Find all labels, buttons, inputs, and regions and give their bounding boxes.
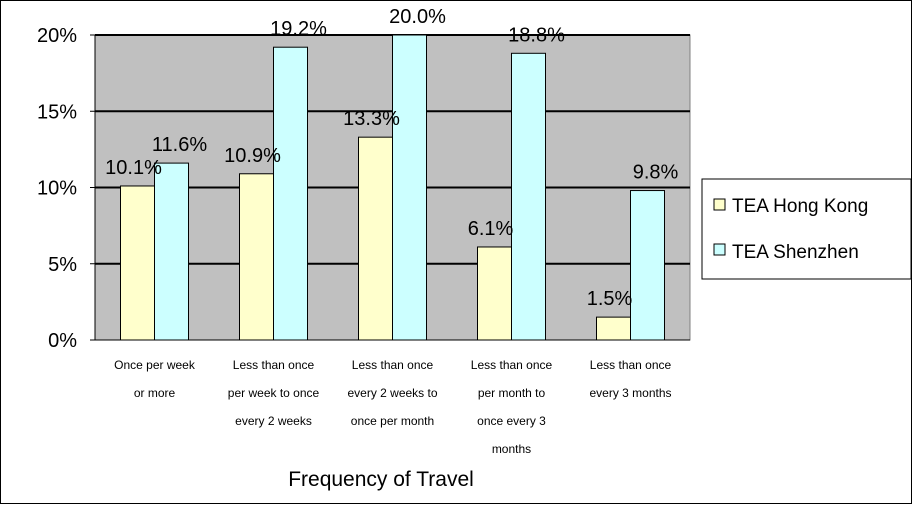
bar-shenzhen: [392, 34, 427, 341]
data-label-shenzhen: 20.0%: [389, 6, 446, 28]
x-category-label-line: once per month: [351, 414, 434, 428]
x-category-label-line: Less than once: [471, 358, 553, 372]
x-category-label: Less than once every 2 weeks to once per m…: [347, 358, 437, 428]
bar-hong-kong: [358, 136, 393, 341]
bar-hong-kong: [120, 185, 155, 341]
bars: [120, 34, 665, 341]
data-label-hong-kong: 6.1%: [468, 218, 514, 240]
x-category-label-line: every 3 months: [589, 386, 671, 400]
data-label-shenzhen: 18.8%: [508, 24, 565, 46]
data-label-shenzhen: 11.6%: [152, 134, 207, 156]
x-axis-categories: Once per week or more Less than once per we…: [114, 358, 671, 456]
bar-hong-kong: [596, 316, 631, 341]
y-tick-label: 10%: [37, 178, 77, 200]
data-labels: 10.1%11.6% 10.9% 19.2% 13.3% 20.0% 6.1% 18.8% 1…: [105, 6, 678, 310]
x-category-label-line: Less than once: [590, 358, 672, 372]
data-label-hong-kong: 10.9%: [224, 145, 281, 167]
bar-shenzhen: [630, 190, 665, 341]
x-category-label-line: Less than once: [233, 358, 315, 372]
x-category-label: Less than once per week to once every 2 we…: [228, 358, 320, 428]
x-category-label: Once per week or more: [114, 358, 196, 400]
x-category-label-line: Less than once: [352, 358, 434, 372]
x-category-label-line: per month to: [478, 386, 546, 400]
bar-shenzhen: [511, 52, 546, 341]
bar-shenzhen: [154, 162, 189, 341]
legend-label-hong-kong: TEA Hong Kong: [732, 196, 868, 217]
data-label-shenzhen: 19.2%: [270, 18, 327, 40]
legend-label-shenzhen: TEA Shenzhen: [732, 242, 859, 263]
y-axis-ticks: 0% 5% 10% 15% 20%: [37, 25, 77, 352]
bar-shenzhen: [273, 46, 308, 341]
data-label-hong-kong: 10.1%: [105, 157, 162, 179]
data-label-hong-kong: 1.5%: [587, 288, 633, 310]
legend-swatch-hong-kong: [713, 198, 726, 211]
x-category-label-line: per week to once: [228, 386, 320, 400]
x-category-label-line: every 2 weeks: [235, 414, 312, 428]
x-axis-title: Frequency of Travel: [288, 468, 474, 491]
y-tick-label: 15%: [37, 101, 77, 123]
x-category-label: Less than once per month to once every 3 mo…: [471, 358, 553, 456]
bar-hong-kong: [477, 246, 512, 341]
y-tick-label: 0%: [48, 330, 77, 352]
legend: TEA Hong Kong TEA Shenzhen: [701, 178, 912, 280]
bar-hong-kong: [239, 173, 274, 341]
x-category-label-line: every 2 weeks to: [347, 386, 437, 400]
y-tick-label: 5%: [48, 254, 77, 276]
legend-box: [701, 178, 912, 280]
x-category-label-line: months: [492, 442, 531, 456]
x-category-label-line: once every 3: [477, 414, 546, 428]
x-category-label-line: or more: [134, 386, 176, 400]
data-label-hong-kong: 13.3%: [343, 108, 400, 130]
y-tick-label: 20%: [37, 25, 77, 47]
x-category-label: Less than once every 3 months: [589, 358, 671, 400]
data-label-shenzhen: 9.8%: [633, 162, 679, 184]
legend-swatch-shenzhen: [713, 243, 726, 256]
x-category-label-line: Once per week: [114, 358, 196, 372]
